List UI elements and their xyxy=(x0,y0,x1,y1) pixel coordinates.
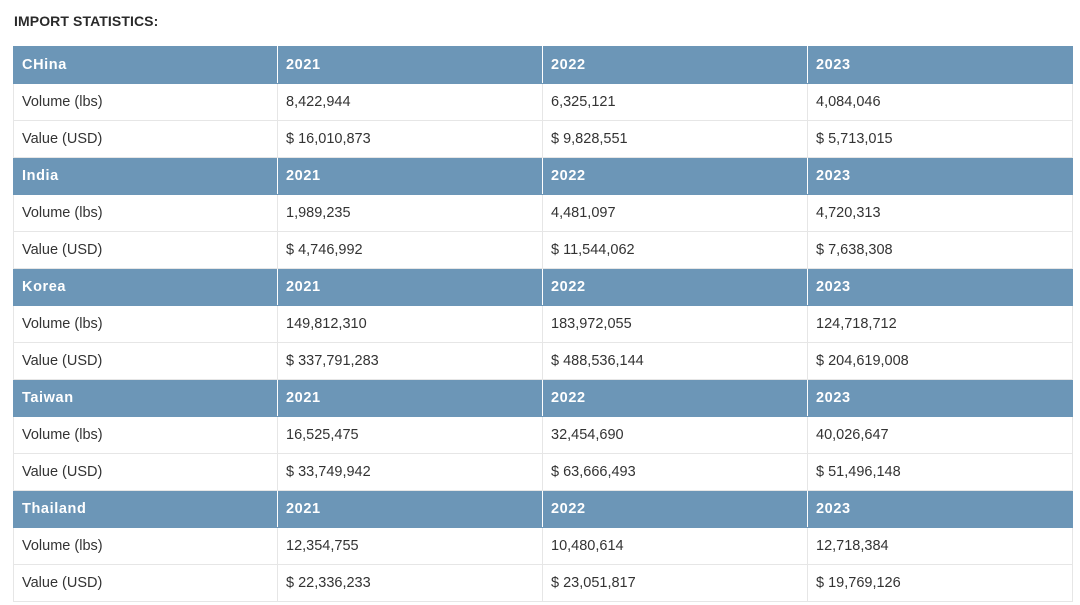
volume-cell: 6,325,121 xyxy=(542,83,808,121)
row-label: Value (USD) xyxy=(13,453,278,491)
year-header: 2021 xyxy=(277,268,543,306)
value-cell: $ 337,791,283 xyxy=(277,342,543,380)
year-header: 2023 xyxy=(807,268,1073,306)
value-cell: $ 4,746,992 xyxy=(277,231,543,269)
value-row: Value (USD) $ 337,791,283 $ 488,536,144 … xyxy=(13,342,1073,380)
row-label: Volume (lbs) xyxy=(13,305,278,343)
value-cell: $ 23,051,817 xyxy=(542,564,808,602)
country-name: India xyxy=(13,157,278,195)
country-name: Korea xyxy=(13,268,278,306)
value-row: Value (USD) $ 33,749,942 $ 63,666,493 $ … xyxy=(13,453,1073,491)
volume-cell: 12,718,384 xyxy=(807,527,1073,565)
country-header-row: CHina 2021 2022 2023 xyxy=(13,46,1073,84)
value-row: Value (USD) $ 4,746,992 $ 11,544,062 $ 7… xyxy=(13,231,1073,269)
row-label: Volume (lbs) xyxy=(13,527,278,565)
country-header-row: Korea 2021 2022 2023 xyxy=(13,268,1073,306)
year-header: 2022 xyxy=(542,490,808,528)
row-label: Volume (lbs) xyxy=(13,194,278,232)
country-header-row: Thailand 2021 2022 2023 xyxy=(13,490,1073,528)
volume-cell: 8,422,944 xyxy=(277,83,543,121)
row-label: Volume (lbs) xyxy=(13,416,278,454)
volume-cell: 149,812,310 xyxy=(277,305,543,343)
volume-cell: 183,972,055 xyxy=(542,305,808,343)
volume-row: Volume (lbs) 149,812,310 183,972,055 124… xyxy=(13,305,1073,343)
volume-cell: 4,720,313 xyxy=(807,194,1073,232)
year-header: 2022 xyxy=(542,268,808,306)
value-row: Value (USD) $ 22,336,233 $ 23,051,817 $ … xyxy=(13,564,1073,602)
year-header: 2022 xyxy=(542,379,808,417)
value-cell: $ 488,536,144 xyxy=(542,342,808,380)
value-cell: $ 9,828,551 xyxy=(542,120,808,158)
year-header: 2023 xyxy=(807,46,1073,84)
value-cell: $ 204,619,008 xyxy=(807,342,1073,380)
year-header: 2023 xyxy=(807,157,1073,195)
country-name: CHina xyxy=(13,46,278,84)
country-name: Taiwan xyxy=(13,379,278,417)
row-label: Volume (lbs) xyxy=(13,83,278,121)
value-cell: $ 19,769,126 xyxy=(807,564,1073,602)
year-header: 2021 xyxy=(277,490,543,528)
volume-row: Volume (lbs) 16,525,475 32,454,690 40,02… xyxy=(13,416,1073,454)
value-cell: $ 5,713,015 xyxy=(807,120,1073,158)
volume-row: Volume (lbs) 8,422,944 6,325,121 4,084,0… xyxy=(13,83,1073,121)
value-cell: $ 11,544,062 xyxy=(542,231,808,269)
volume-cell: 16,525,475 xyxy=(277,416,543,454)
volume-cell: 1,989,235 xyxy=(277,194,543,232)
year-header: 2021 xyxy=(277,46,543,84)
row-label: Value (USD) xyxy=(13,342,278,380)
country-name: Thailand xyxy=(13,490,278,528)
country-header-row: Taiwan 2021 2022 2023 xyxy=(13,379,1073,417)
year-header: 2023 xyxy=(807,490,1073,528)
volume-cell: 4,084,046 xyxy=(807,83,1073,121)
volume-cell: 12,354,755 xyxy=(277,527,543,565)
volume-cell: 32,454,690 xyxy=(542,416,808,454)
value-cell: $ 22,336,233 xyxy=(277,564,543,602)
row-label: Value (USD) xyxy=(13,120,278,158)
volume-cell: 124,718,712 xyxy=(807,305,1073,343)
import-statistics-table: CHina 2021 2022 2023 Volume (lbs) 8,422,… xyxy=(13,46,1073,602)
volume-cell: 10,480,614 xyxy=(542,527,808,565)
volume-row: Volume (lbs) 1,989,235 4,481,097 4,720,3… xyxy=(13,194,1073,232)
volume-cell: 4,481,097 xyxy=(542,194,808,232)
value-cell: $ 63,666,493 xyxy=(542,453,808,491)
year-header: 2022 xyxy=(542,157,808,195)
year-header: 2021 xyxy=(277,157,543,195)
volume-cell: 40,026,647 xyxy=(807,416,1073,454)
value-cell: $ 7,638,308 xyxy=(807,231,1073,269)
value-cell: $ 33,749,942 xyxy=(277,453,543,491)
year-header: 2021 xyxy=(277,379,543,417)
row-label: Value (USD) xyxy=(13,564,278,602)
volume-row: Volume (lbs) 12,354,755 10,480,614 12,71… xyxy=(13,527,1073,565)
country-header-row: India 2021 2022 2023 xyxy=(13,157,1073,195)
value-cell: $ 51,496,148 xyxy=(807,453,1073,491)
value-row: Value (USD) $ 16,010,873 $ 9,828,551 $ 5… xyxy=(13,120,1073,158)
row-label: Value (USD) xyxy=(13,231,278,269)
year-header: 2023 xyxy=(807,379,1073,417)
value-cell: $ 16,010,873 xyxy=(277,120,543,158)
year-header: 2022 xyxy=(542,46,808,84)
page-title: IMPORT STATISTICS: xyxy=(14,13,159,29)
